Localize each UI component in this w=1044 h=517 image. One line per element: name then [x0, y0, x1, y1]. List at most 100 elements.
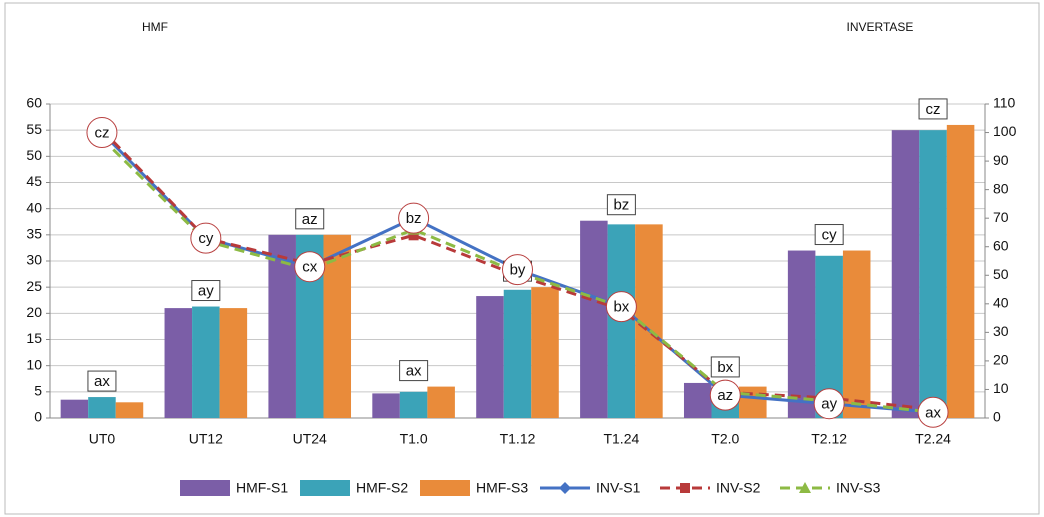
annotation: ay: [821, 396, 837, 413]
annotation-box: [606, 194, 636, 216]
bar: [399, 391, 428, 418]
annotation-circle: [813, 388, 845, 420]
y-tick-label: 35: [26, 226, 42, 242]
y2-tick-label: 50: [993, 266, 1009, 282]
x-tick-label: T1.12: [500, 431, 536, 447]
annotation-box: [87, 370, 117, 392]
y-tick-label: 10: [26, 356, 42, 372]
y-tick-label: 5: [34, 383, 42, 399]
legend-swatch: [180, 480, 230, 496]
y-tick-label: 40: [26, 199, 42, 215]
legend-label: HMF-S1: [236, 480, 288, 496]
annotation: ax: [406, 363, 422, 380]
y2-tick-label: 100: [993, 123, 1017, 139]
legend-marker: [680, 483, 690, 493]
annotation: az: [717, 387, 733, 404]
annotation-circle: [398, 202, 430, 234]
y-tick-label: 20: [26, 304, 42, 320]
bar: [60, 399, 89, 418]
annotation: bx: [717, 359, 733, 376]
x-tick-label: T1.24: [603, 431, 639, 447]
bar: [787, 250, 816, 418]
x-tick-label: T1.0: [400, 431, 428, 447]
y-tick-label: 0: [34, 409, 42, 425]
y2-tick-label: 0: [993, 409, 1001, 425]
y2-tick-label: 60: [993, 237, 1009, 253]
bar: [531, 287, 559, 418]
y-tick-label: 45: [26, 173, 42, 189]
y2-title: INVERTASE: [847, 20, 914, 34]
bar: [164, 308, 193, 418]
bar: [476, 296, 504, 418]
y2-tick-label: 70: [993, 209, 1009, 225]
annotation-box: [710, 356, 740, 378]
legend-swatch: [300, 480, 350, 496]
annotation-circle: [917, 396, 949, 428]
y2-tick-label: 10: [993, 380, 1009, 396]
annotation: bz: [613, 197, 629, 214]
bar: [427, 386, 455, 418]
annotation: ay: [198, 282, 214, 299]
x-tick-label: UT0: [89, 431, 116, 447]
bar: [88, 397, 116, 418]
bar: [372, 393, 400, 418]
x-tick-label: T2.0: [711, 431, 739, 447]
bar: [323, 234, 352, 418]
y-tick-label: 55: [26, 121, 42, 137]
bar: [683, 382, 712, 418]
annotation: by: [510, 262, 526, 279]
annotation-circle: [502, 254, 533, 286]
bar: [503, 289, 532, 418]
y2-tick-label: 110: [993, 95, 1016, 111]
annotation: cy: [822, 227, 838, 244]
line: [100, 128, 934, 411]
x-tick-label: UT12: [189, 431, 223, 447]
y2-tick-label: 80: [993, 180, 1009, 196]
legend-marker: [559, 482, 571, 494]
legend-label: HMF-S3: [476, 480, 528, 496]
annotation: az: [302, 211, 318, 228]
y-tick-label: 50: [26, 147, 42, 163]
annotation: cy: [198, 230, 214, 247]
x-tick-label: T2.24: [915, 431, 951, 447]
annotation: bz: [406, 210, 422, 227]
legend-label: INV-S3: [836, 480, 881, 496]
bar: [842, 250, 871, 418]
line: [100, 137, 934, 414]
annotation-box: [295, 208, 325, 230]
annotation-box: [191, 280, 221, 302]
annotation: cz: [94, 125, 109, 142]
legend-label: INV-S1: [596, 480, 641, 496]
y-tick-label: 30: [26, 252, 42, 268]
bar: [115, 402, 144, 418]
y-tick-label: 15: [26, 330, 42, 346]
annotation-circle: [86, 117, 118, 149]
x-tick-label: UT24: [293, 431, 327, 447]
annotation: cz: [926, 101, 941, 118]
y2-tick-label: 90: [993, 152, 1009, 168]
annotation-circle: [709, 379, 741, 411]
legend-label: INV-S2: [716, 480, 761, 496]
annotation-box: [814, 224, 844, 246]
annotation-circle: [605, 291, 637, 323]
annotation-box: [399, 360, 429, 382]
chart-title: HMF: [142, 20, 168, 34]
y-tick-label: 25: [26, 278, 42, 294]
legend-label: HMF-S2: [356, 480, 408, 496]
annotation: ax: [94, 373, 110, 390]
bar: [739, 386, 767, 418]
bar: [580, 220, 608, 418]
y-tick-label: 60: [26, 95, 42, 111]
annotation-circle: [190, 222, 222, 254]
y2-tick-label: 40: [993, 295, 1009, 311]
y2-tick-label: 30: [993, 323, 1009, 339]
y2-tick-label: 20: [993, 352, 1009, 368]
bar: [268, 234, 296, 418]
annotation: bx: [613, 299, 629, 316]
bar: [919, 130, 947, 418]
marker: [408, 230, 419, 241]
bar: [946, 124, 975, 418]
bar: [891, 130, 920, 418]
bar: [219, 308, 248, 418]
